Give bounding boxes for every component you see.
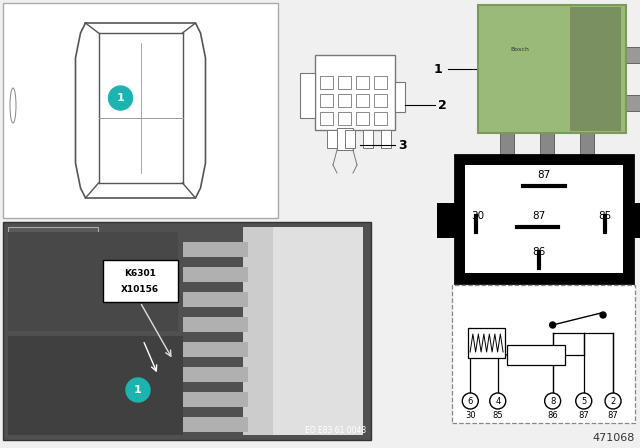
Bar [338,112,351,125]
Text: 85: 85 [492,410,503,419]
Bar [338,76,351,89]
Bar [3,3,278,218]
Bar [320,76,333,89]
Text: 30: 30 [472,211,484,221]
Bar [395,82,405,112]
Bar [633,203,640,238]
Circle shape [605,393,621,409]
Circle shape [545,393,561,409]
Text: 87: 87 [538,171,550,181]
Text: X10156: X10156 [121,285,159,294]
Circle shape [109,86,132,110]
Text: 1: 1 [116,93,124,103]
Bar [8,227,98,297]
Text: 86: 86 [532,247,545,257]
Bar [320,94,333,107]
Bar [626,47,640,63]
Circle shape [490,393,506,409]
Bar [580,131,594,161]
Bar [570,7,621,131]
Text: 5: 5 [581,396,586,405]
Bar [437,203,455,238]
Bar [374,94,387,107]
Text: 87: 87 [579,410,589,419]
Bar [338,94,351,107]
Circle shape [126,378,150,402]
Text: 86: 86 [547,410,558,419]
Bar [183,367,248,382]
Text: 87: 87 [607,410,618,419]
Bar [345,130,355,148]
Text: EO E83 61 0048: EO E83 61 0048 [305,426,366,435]
Bar [3,222,371,440]
Bar [374,112,387,125]
Circle shape [550,322,556,328]
Bar [183,317,248,332]
Text: 30: 30 [465,410,476,419]
Text: Bosch: Bosch [510,47,529,52]
Text: 1: 1 [134,385,142,395]
Bar [356,76,369,89]
Bar [455,155,633,283]
Bar [8,336,183,435]
Bar [183,392,248,407]
Circle shape [576,393,592,409]
Bar [626,95,640,111]
Bar [183,417,248,432]
Circle shape [462,393,478,409]
Bar [356,94,369,107]
Bar [320,112,333,125]
Bar [363,130,373,148]
Bar [183,242,248,257]
Bar [300,73,315,118]
Bar [468,328,505,358]
Text: 1: 1 [434,63,442,76]
Bar [337,128,353,150]
Bar [243,227,303,435]
Bar [315,55,395,130]
Text: 85: 85 [598,211,611,221]
Text: 4: 4 [495,396,500,405]
Bar [103,260,178,302]
Circle shape [600,312,606,318]
Bar [381,130,391,148]
Text: 2: 2 [611,396,616,405]
Bar [183,342,248,357]
Bar [507,345,566,365]
Text: 2: 2 [438,99,447,112]
Bar [374,76,387,89]
Bar [183,267,248,282]
Bar [183,292,248,307]
Bar [500,131,514,161]
Bar [327,130,337,148]
Bar [356,112,369,125]
Bar [478,5,626,133]
Text: 87: 87 [532,211,545,221]
Bar [452,285,635,423]
Text: K6301: K6301 [124,270,156,279]
Bar [273,227,363,435]
Text: 3: 3 [398,138,406,151]
Bar [540,131,554,161]
Bar [465,165,623,273]
Text: 471068: 471068 [593,433,635,443]
Text: 6: 6 [468,396,473,405]
Bar [8,232,178,331]
Text: 8: 8 [550,396,556,405]
